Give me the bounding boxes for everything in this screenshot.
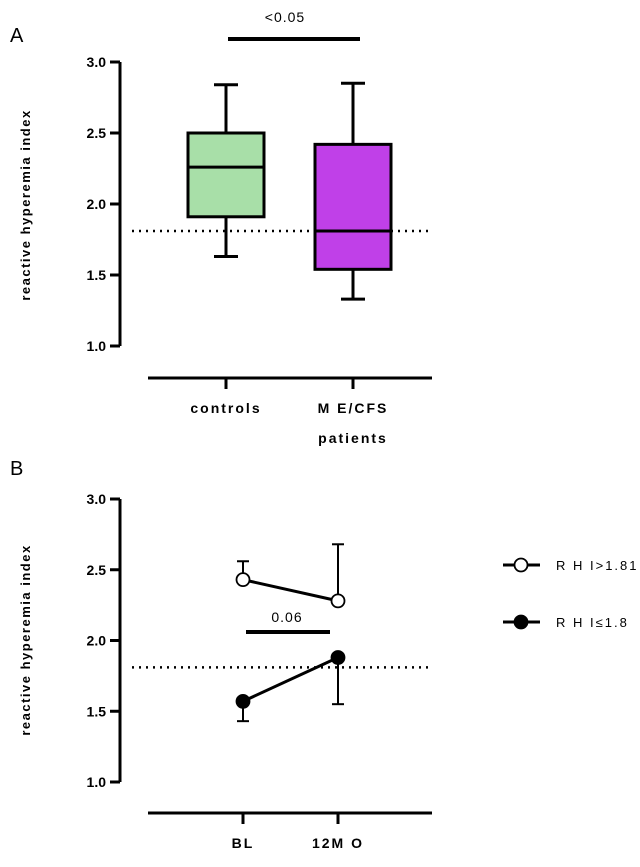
box-patients — [313, 81, 393, 301]
panel-b-axes: 1.0 1.5 2.0 2.5 3.0 — [87, 491, 432, 824]
panel-b-y-tick-label: 2.5 — [87, 562, 107, 578]
series-rhi-high — [235, 543, 346, 609]
panel-a-significance-label: <0.05 — [265, 9, 305, 25]
data-point — [330, 650, 346, 665]
series-line — [242, 656, 339, 703]
legend-marker — [513, 557, 529, 573]
panel-a-y-axis-label: reactive hyperemia index — [18, 109, 33, 300]
panel-a-axes: 1.0 1.5 2.0 2.5 3.0 — [87, 54, 432, 389]
panel-b-series — [235, 543, 346, 723]
legend-label: R H I≤1.8 — [556, 615, 629, 630]
panel-a-category-label: patients — [318, 430, 388, 446]
panel-b-significance-label: 0.06 — [271, 609, 302, 625]
panel-a-y-tick-label: 2.5 — [87, 125, 107, 141]
panel-a-category-label: M E/CFS — [318, 400, 389, 416]
data-point — [235, 693, 251, 709]
data-point — [235, 572, 251, 588]
panel-b-y-tick-label: 1.0 — [87, 774, 107, 790]
panel-b-y-tick-label: 2.0 — [87, 633, 107, 649]
panel-a-letter: A — [10, 25, 24, 47]
panel-a-y-tick-label: 1.0 — [87, 338, 107, 354]
panel-a-y-tick-label: 1.5 — [87, 267, 107, 283]
panel-b-letter: B — [10, 458, 23, 480]
panel-a-category-labels: controls M E/CFS patients — [190, 400, 389, 446]
legend-label: R H I>1.81 — [556, 558, 639, 573]
panel-b-category-labels: BL 12M O — [232, 835, 364, 851]
series-line — [242, 578, 339, 603]
panel-b-category-label: 12M O — [312, 835, 364, 851]
box-controls — [186, 83, 266, 259]
panel-b-category-label: BL — [232, 835, 255, 851]
panel-b-significance: 0.06 — [246, 609, 330, 635]
legend-marker — [513, 614, 529, 630]
panel-b-y-axis-label: reactive hyperemia index — [18, 544, 33, 735]
panel-b-y-tick-label: 3.0 — [87, 491, 107, 507]
panel-a-boxes — [186, 81, 393, 301]
panel-a-y-tick-label: 3.0 — [87, 54, 107, 70]
panel-a-significance: <0.05 — [228, 9, 360, 41]
panel-b-legend: R H I>1.81 R H I≤1.8 — [503, 557, 639, 630]
panel-a-y-tick-label: 2.0 — [87, 196, 107, 212]
panel-b: B reactive hyperemia index 1.0 1.5 2.0 2.5 3… — [10, 458, 639, 851]
data-point — [330, 593, 346, 609]
box-iqr — [313, 142, 393, 271]
box-iqr — [186, 131, 266, 219]
series-rhi-low — [235, 650, 346, 723]
panel-a-category-label: controls — [190, 400, 261, 416]
panel-b-y-tick-label: 1.5 — [87, 703, 107, 719]
panel-a: A reactive hyperemia index 1.0 1.5 2.0 2.5 3… — [10, 9, 432, 446]
